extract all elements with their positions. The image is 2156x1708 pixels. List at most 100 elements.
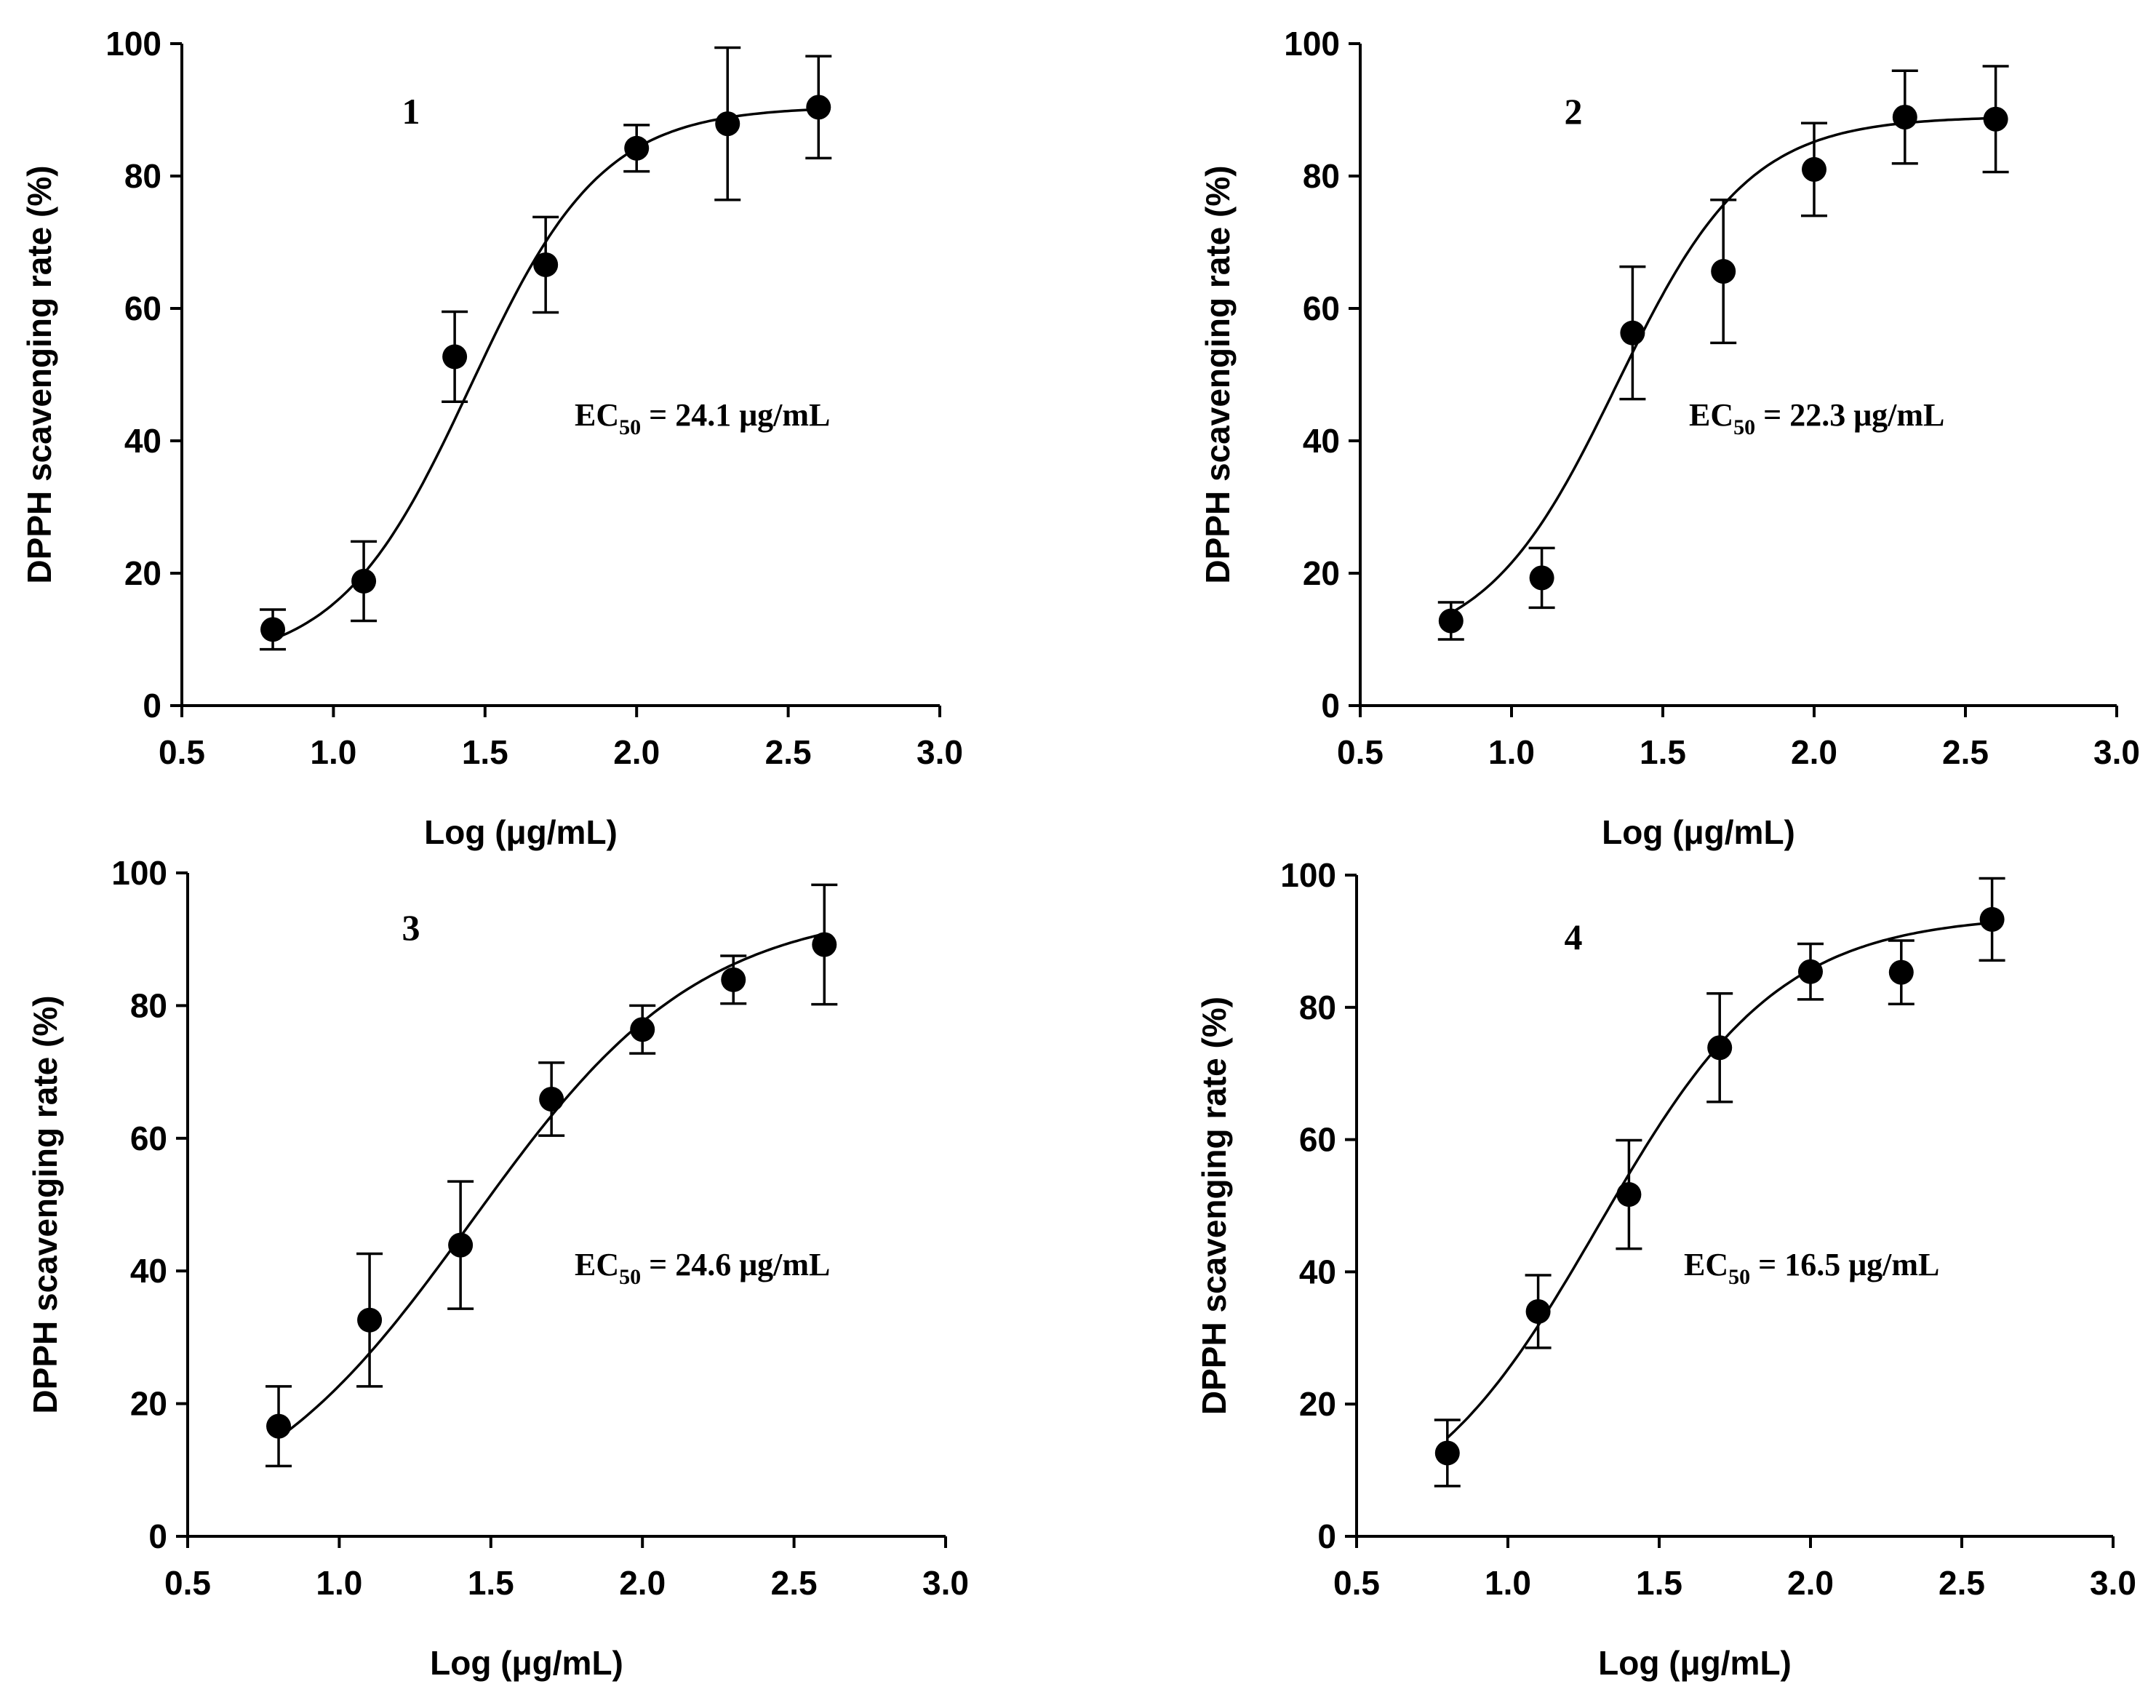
ec50-annotation: EC50 = 16.5 μg/mL [1684, 1247, 1939, 1289]
y-axis-title: DPPH scavenging rate (%) [1195, 997, 1233, 1415]
y-tick-label: 0 [1321, 687, 1340, 725]
y-tick-label: 20 [130, 1385, 167, 1423]
x-axis-title: Log (μg/mL) [424, 813, 618, 851]
x-tick-label: 3.0 [2093, 733, 2140, 771]
chart-panel-3: 0 20 40 60 80 100 0.5 1.0 1.5 2.0 2.5 3.0 Log (μg/mL… [26, 854, 969, 1682]
data-point [442, 344, 468, 370]
x-tick-label: 2.5 [1942, 733, 1989, 771]
ec50-value: = 24.1 μg/mL [641, 397, 830, 433]
x-tick-label: 0.5 [159, 733, 205, 771]
x-tick-label: 0.5 [1333, 1564, 1380, 1602]
data-point [1888, 959, 1914, 985]
y-tick-label: 40 [124, 422, 161, 460]
x-tick-label: 1.5 [1640, 733, 1686, 771]
data-point [721, 967, 746, 992]
data-point [1892, 105, 1917, 130]
data-point [1711, 259, 1736, 284]
y-tick-label: 60 [1303, 290, 1340, 327]
y-tick-label: 60 [124, 290, 161, 327]
ec50-value: = 22.3 μg/mL [1755, 397, 1944, 433]
data-point [351, 568, 377, 594]
chart-panel-2: 0 20 40 60 80 100 0.5 1.0 1.5 2.0 2.5 3.0 Log (μg/mL… [1199, 25, 2140, 851]
x-tick-label: 2.0 [619, 1564, 666, 1602]
data-point [1798, 959, 1823, 984]
ec50-subscript: 50 [1733, 415, 1755, 439]
fit-curve [1450, 116, 1996, 615]
ec50-value: = 16.5 μg/mL [1750, 1247, 1939, 1282]
data-point [624, 135, 650, 161]
x-tick-label: 3.0 [2090, 1564, 2136, 1602]
ec50-prefix: EC [1689, 397, 1733, 433]
y-tick-label: 20 [124, 554, 161, 592]
y-tick-label: 40 [1303, 422, 1340, 460]
fit-curve [272, 108, 819, 641]
ec50-subscript: 50 [619, 1265, 641, 1289]
y-tick-label: 20 [1303, 554, 1340, 592]
x-tick-label: 2.0 [1787, 1564, 1834, 1602]
ec50-annotation: EC50 = 24.6 μg/mL [575, 1247, 830, 1289]
y-tick-label: 80 [1299, 989, 1336, 1026]
x-tick-label: 2.0 [613, 733, 660, 771]
y-axis-title: DPPH scavenging rate (%) [20, 165, 58, 583]
x-tick-label: 1.0 [310, 733, 356, 771]
y-tick-label: 80 [130, 986, 167, 1024]
y-tick-label: 20 [1299, 1385, 1336, 1423]
y-axis-title: DPPH scavenging rate (%) [26, 995, 64, 1413]
y-tick-label: 100 [105, 25, 161, 63]
data-point [1802, 156, 1826, 182]
data-point [1434, 1440, 1460, 1466]
x-tick-label: 2.5 [765, 733, 812, 771]
y-tick-label: 100 [111, 854, 167, 892]
panel-number: 4 [1565, 917, 1583, 957]
data-point [260, 617, 286, 642]
panel-number: 3 [402, 907, 420, 948]
data-point [1979, 906, 2005, 932]
y-tick-label: 60 [130, 1120, 167, 1157]
chart-panel-4: 0 20 40 60 80 100 0.5 1.0 1.5 2.0 2.5 3.0 Log (μg/mL… [1195, 856, 2136, 1682]
data-point [630, 1017, 655, 1042]
data-point [715, 111, 740, 137]
data-point [539, 1086, 564, 1112]
y-tick-label: 80 [1303, 157, 1340, 195]
data-point [1525, 1298, 1551, 1324]
x-tick-label: 1.5 [1636, 1564, 1682, 1602]
data-point [806, 95, 831, 120]
data-point [533, 252, 559, 277]
panel-number: 2 [1565, 91, 1583, 132]
data-point [1707, 1035, 1733, 1061]
x-tick-label: 1.0 [316, 1564, 362, 1602]
x-tick-label: 1.0 [1485, 1564, 1531, 1602]
y-tick-label: 0 [143, 687, 161, 725]
ec50-prefix: EC [1684, 1247, 1728, 1282]
data-point [1529, 565, 1554, 591]
y-tick-label: 0 [148, 1517, 167, 1555]
y-tick-label: 40 [130, 1252, 167, 1290]
x-tick-label: 0.5 [1337, 733, 1384, 771]
x-tick-label: 1.5 [468, 1564, 514, 1602]
y-tick-label: 0 [1317, 1517, 1336, 1555]
x-tick-label: 2.5 [1939, 1564, 1985, 1602]
ec50-value: = 24.6 μg/mL [641, 1247, 830, 1282]
x-tick-label: 2.5 [771, 1564, 818, 1602]
ec50-annotation: EC50 = 24.1 μg/mL [575, 397, 830, 439]
data-point [1616, 1182, 1642, 1208]
y-tick-label: 40 [1299, 1253, 1336, 1290]
panel-number: 1 [402, 91, 420, 132]
x-axis-title: Log (μg/mL) [1598, 1644, 1792, 1682]
data-point [1983, 106, 2008, 132]
x-tick-label: 1.0 [1488, 733, 1535, 771]
y-tick-label: 100 [1284, 25, 1340, 63]
x-tick-label: 1.5 [462, 733, 508, 771]
chart-panel-1: 0 20 40 60 80 100 0.5 1.0 1.5 2.0 2.5 3.0 Log (μg/mL… [20, 25, 963, 851]
x-tick-label: 3.0 [922, 1564, 969, 1602]
y-tick-label: 100 [1280, 856, 1336, 894]
data-point [812, 932, 837, 957]
ec50-subscript: 50 [1728, 1265, 1750, 1289]
ec50-annotation: EC50 = 22.3 μg/mL [1689, 397, 1944, 439]
x-tick-label: 3.0 [917, 733, 963, 771]
y-tick-label: 60 [1299, 1121, 1336, 1159]
ec50-subscript: 50 [619, 415, 641, 439]
data-point [266, 1413, 292, 1439]
ec50-prefix: EC [575, 1247, 619, 1282]
